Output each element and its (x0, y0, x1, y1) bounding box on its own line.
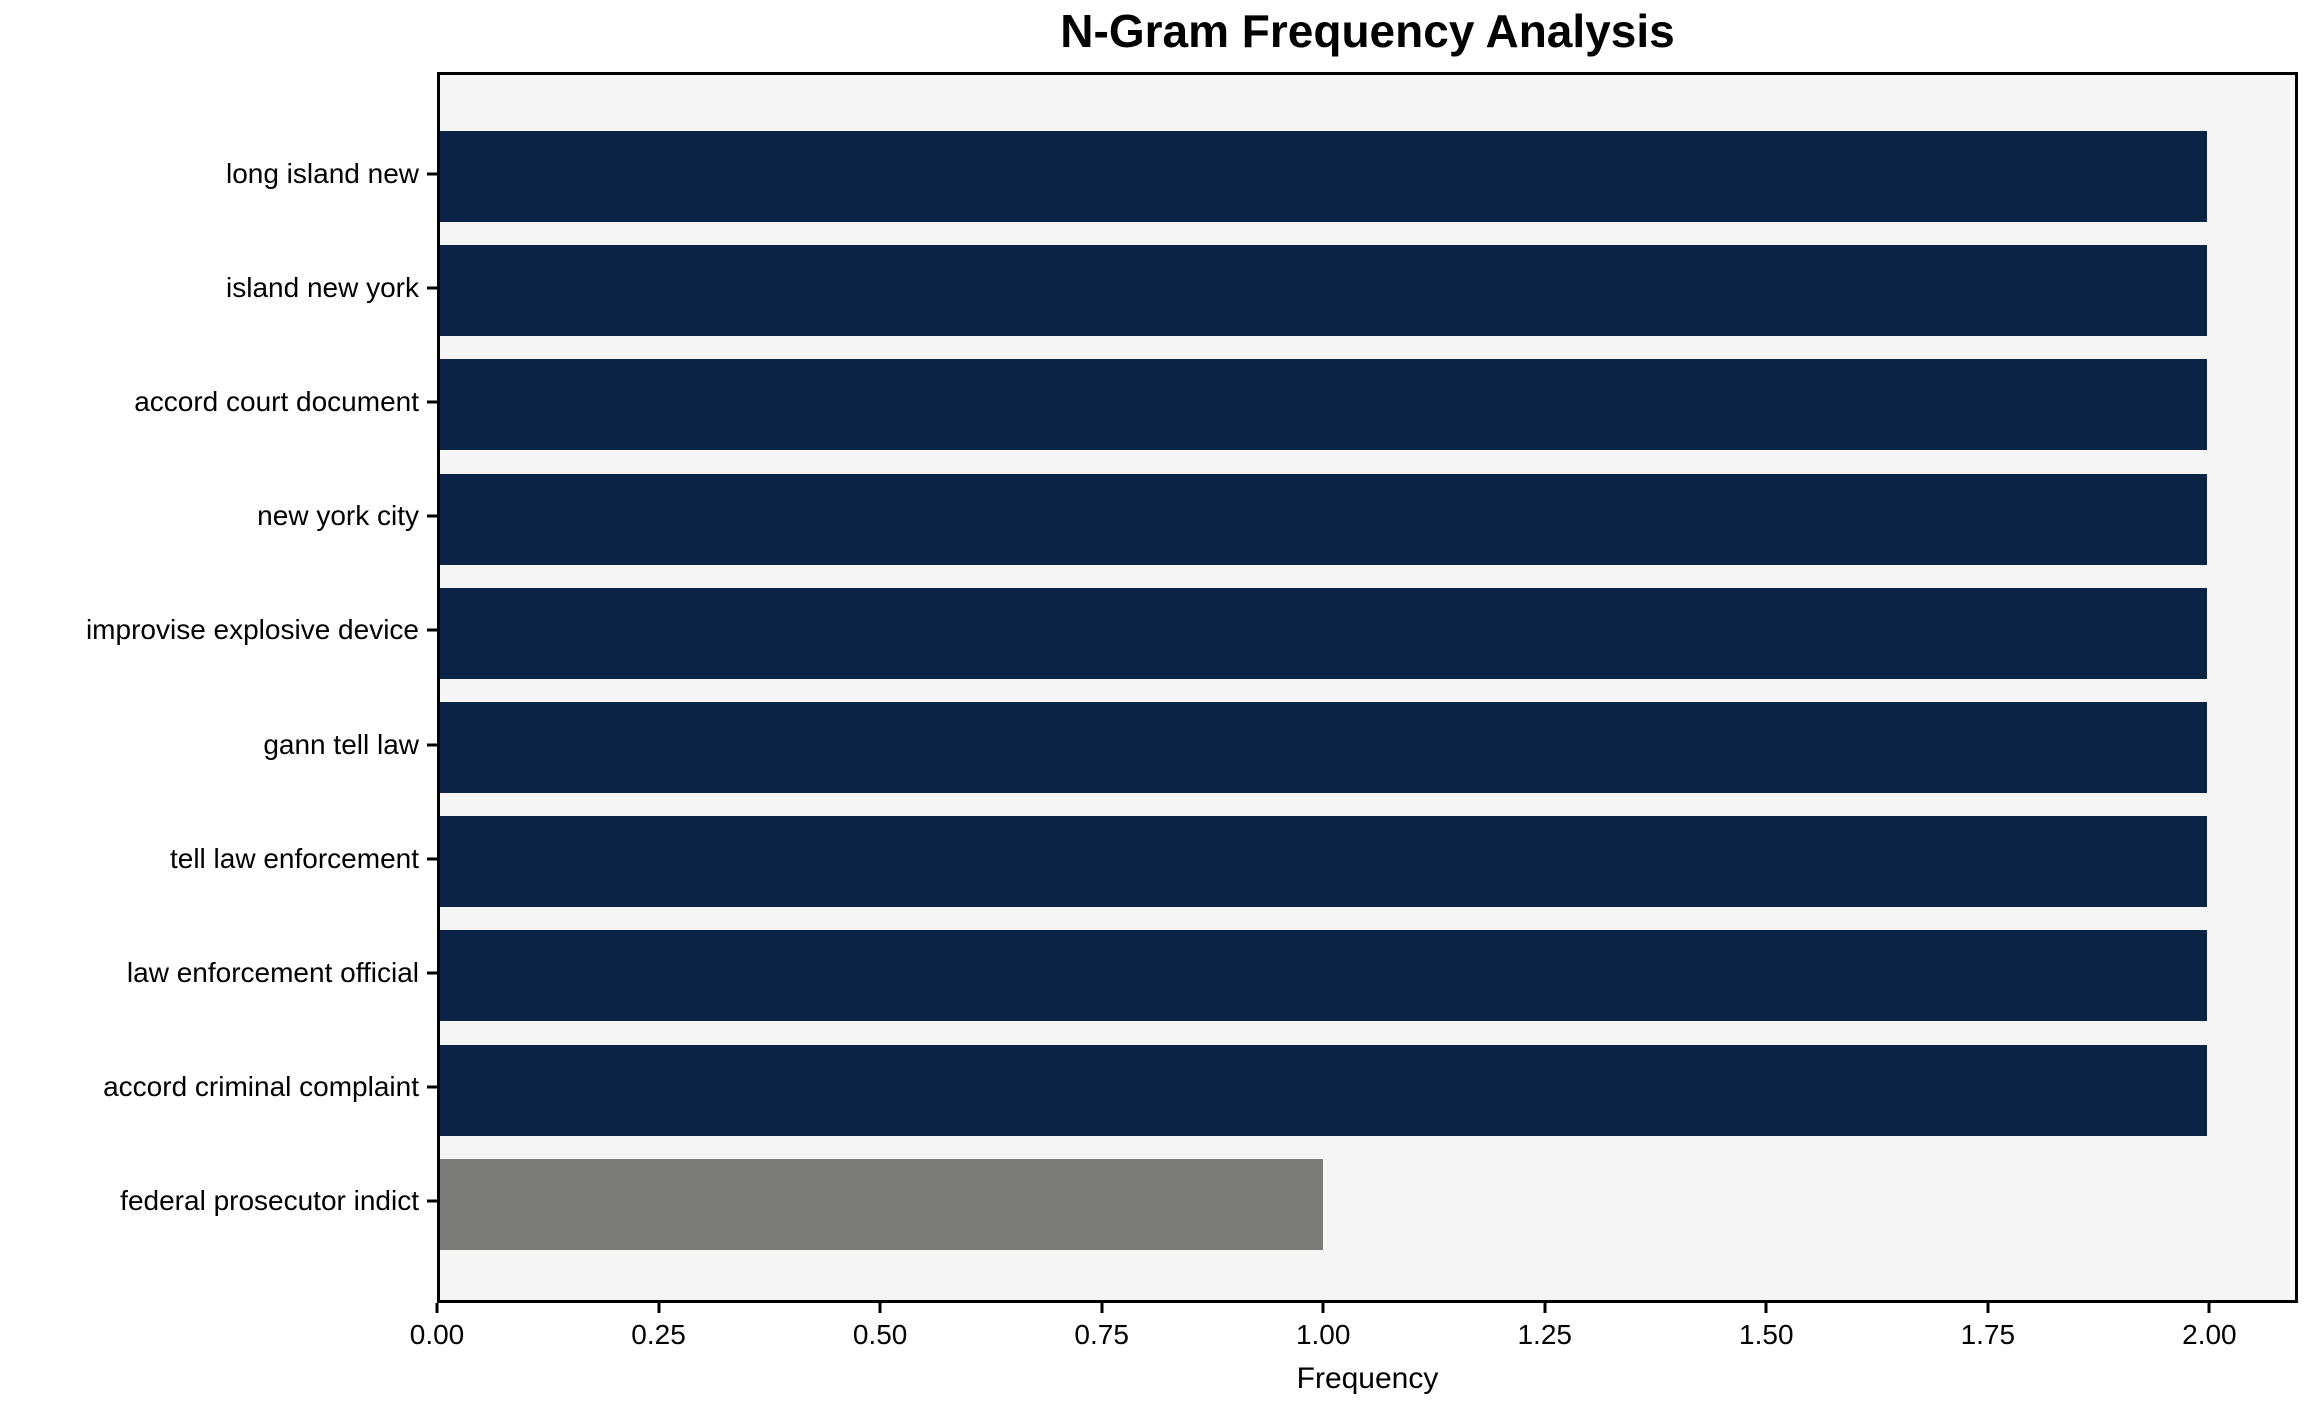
y-tick-label: long island new (225, 157, 419, 189)
y-tick-label: tell law enforcement (169, 842, 419, 874)
y-tick-mark (427, 628, 437, 632)
x-tick-mark (657, 1303, 661, 1313)
x-tick-mark (1543, 1303, 1547, 1313)
y-tick-mark (427, 857, 437, 861)
x-tick-label: 0.75 (1074, 1319, 1129, 1350)
x-axis-label: Frequency (1296, 1362, 1439, 1395)
y-tick-mark (427, 743, 437, 746)
plot-area (437, 72, 2298, 1303)
x-tick-mark (1100, 1303, 1104, 1313)
bar-accord-court-document (440, 359, 2207, 451)
x-tick-label: 1.75 (1960, 1319, 2016, 1350)
y-tick-label: new york city (257, 500, 419, 532)
y-tick-mark (427, 514, 437, 518)
x-tick-mark (1986, 1303, 1990, 1313)
y-tick-label: federal prosecutor indict (120, 1185, 419, 1217)
x-tick-mark (1764, 1303, 1768, 1313)
bar-new-york-city (440, 473, 2207, 565)
y-tick-mark (427, 172, 437, 175)
y-tick-mark (427, 1199, 437, 1203)
bar-island-new-york (440, 245, 2207, 337)
x-tick-label: 0.25 (631, 1319, 686, 1350)
y-tick-label: law enforcement official (126, 956, 419, 988)
x-tick-label: 1.50 (1739, 1319, 1794, 1350)
chart-title: N-Gram Frequency Analysis (1060, 5, 1675, 57)
x-tick-mark (878, 1303, 882, 1313)
x-tick-label: 2.00 (2182, 1319, 2237, 1350)
x-tick-label: 1.00 (1295, 1319, 1351, 1350)
x-tick-label: 0.50 (852, 1319, 908, 1350)
bar-law-enforcement-official (440, 930, 2207, 1022)
bar-accord-criminal-complaint (440, 1044, 2207, 1136)
y-tick-label: accord criminal complaint (103, 1071, 419, 1103)
x-tick-label: 1.25 (1517, 1319, 1572, 1350)
y-tick-label: gann tell law (263, 728, 419, 760)
y-tick-mark (427, 286, 437, 290)
x-tick-label: 0.00 (409, 1319, 465, 1350)
y-tick-label: accord court document (134, 385, 419, 417)
y-tick-label: island new york (226, 271, 419, 303)
bar-gann-tell-law (440, 702, 2207, 793)
x-tick-mark (1321, 1303, 1325, 1313)
y-tick-mark (427, 971, 437, 975)
bar-improvise-explosive-device (440, 587, 2207, 679)
bar-tell-law-enforcement (440, 816, 2207, 908)
y-tick-label: improvise explosive device (85, 614, 419, 646)
bar-federal-prosecutor-indict (440, 1158, 1324, 1250)
y-tick-mark (427, 1085, 437, 1089)
x-tick-mark (2207, 1303, 2211, 1313)
bar-long-island-new (440, 131, 2207, 222)
x-tick-mark (435, 1303, 439, 1313)
y-tick-mark (427, 400, 437, 404)
